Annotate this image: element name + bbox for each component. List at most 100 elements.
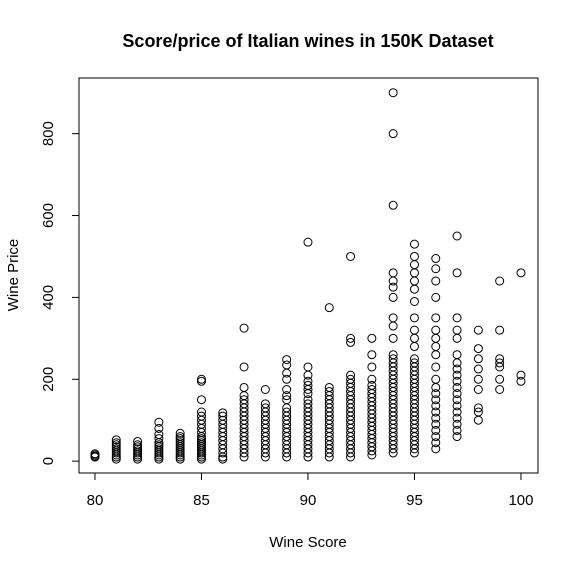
point xyxy=(452,376,462,386)
point xyxy=(452,358,462,368)
point xyxy=(346,337,356,347)
point xyxy=(452,268,462,278)
point xyxy=(196,411,206,421)
point xyxy=(495,384,505,394)
point xyxy=(495,354,505,364)
point xyxy=(388,88,398,98)
point xyxy=(452,333,462,343)
point xyxy=(452,382,462,392)
point xyxy=(388,313,398,323)
point xyxy=(388,321,398,331)
y-tick-label: 200 xyxy=(40,367,57,392)
point xyxy=(409,276,419,286)
point xyxy=(218,415,228,425)
point xyxy=(473,403,483,413)
point xyxy=(473,374,483,384)
point xyxy=(388,350,398,360)
point xyxy=(409,354,419,364)
point xyxy=(452,231,462,241)
y-tick-label: 0 xyxy=(40,457,57,465)
point xyxy=(388,354,398,364)
x-tick-label: 85 xyxy=(193,492,210,509)
point xyxy=(431,333,441,343)
point xyxy=(324,382,334,392)
x-axis-label: Wine Score xyxy=(269,534,347,551)
point xyxy=(367,384,377,394)
point xyxy=(346,333,356,343)
point xyxy=(473,407,483,417)
point xyxy=(111,438,121,448)
point xyxy=(409,239,419,249)
point xyxy=(367,380,377,390)
point xyxy=(516,268,526,278)
point xyxy=(239,362,249,372)
point xyxy=(409,251,419,261)
point xyxy=(409,313,419,323)
point xyxy=(196,374,206,384)
point xyxy=(154,434,164,444)
point xyxy=(196,395,206,405)
point xyxy=(133,440,143,450)
point xyxy=(495,325,505,335)
point xyxy=(260,403,270,413)
point xyxy=(431,264,441,274)
point xyxy=(431,342,441,352)
point xyxy=(431,292,441,302)
point xyxy=(388,276,398,286)
point xyxy=(388,129,398,139)
point xyxy=(239,395,249,405)
point xyxy=(473,415,483,425)
point xyxy=(409,260,419,270)
point xyxy=(367,350,377,360)
point xyxy=(452,413,462,423)
point xyxy=(409,325,419,335)
point xyxy=(303,237,313,247)
point xyxy=(282,355,292,365)
point xyxy=(495,276,505,286)
point xyxy=(346,370,356,380)
point xyxy=(324,387,334,397)
point xyxy=(452,313,462,323)
point xyxy=(431,401,441,411)
x-tick-label: 95 xyxy=(406,492,423,509)
point xyxy=(282,395,292,405)
point xyxy=(346,374,356,384)
point xyxy=(303,376,313,386)
point xyxy=(473,384,483,394)
point xyxy=(431,419,441,429)
point xyxy=(218,408,228,418)
point xyxy=(452,325,462,335)
y-tick-label: 600 xyxy=(40,203,57,228)
point xyxy=(452,419,462,429)
point xyxy=(452,364,462,374)
point xyxy=(431,432,441,442)
x-tick-label: 100 xyxy=(508,492,533,509)
point xyxy=(388,282,398,292)
point xyxy=(473,364,483,374)
point xyxy=(282,360,292,370)
point xyxy=(431,395,441,405)
point xyxy=(388,200,398,210)
x-tick-label: 90 xyxy=(300,492,317,509)
point xyxy=(431,350,441,360)
point xyxy=(452,401,462,411)
point xyxy=(154,430,164,440)
point xyxy=(431,362,441,372)
point xyxy=(431,382,441,392)
point xyxy=(346,251,356,261)
point xyxy=(239,323,249,333)
point xyxy=(431,389,441,399)
point xyxy=(239,382,249,392)
point xyxy=(111,435,121,445)
point xyxy=(388,292,398,302)
y-tick-label: 400 xyxy=(40,285,57,310)
point xyxy=(409,268,419,278)
point xyxy=(175,428,185,438)
point xyxy=(516,370,526,380)
point xyxy=(196,376,206,386)
point xyxy=(133,436,143,446)
y-axis-label: Wine Price xyxy=(5,239,22,312)
point xyxy=(452,425,462,435)
point xyxy=(409,333,419,343)
